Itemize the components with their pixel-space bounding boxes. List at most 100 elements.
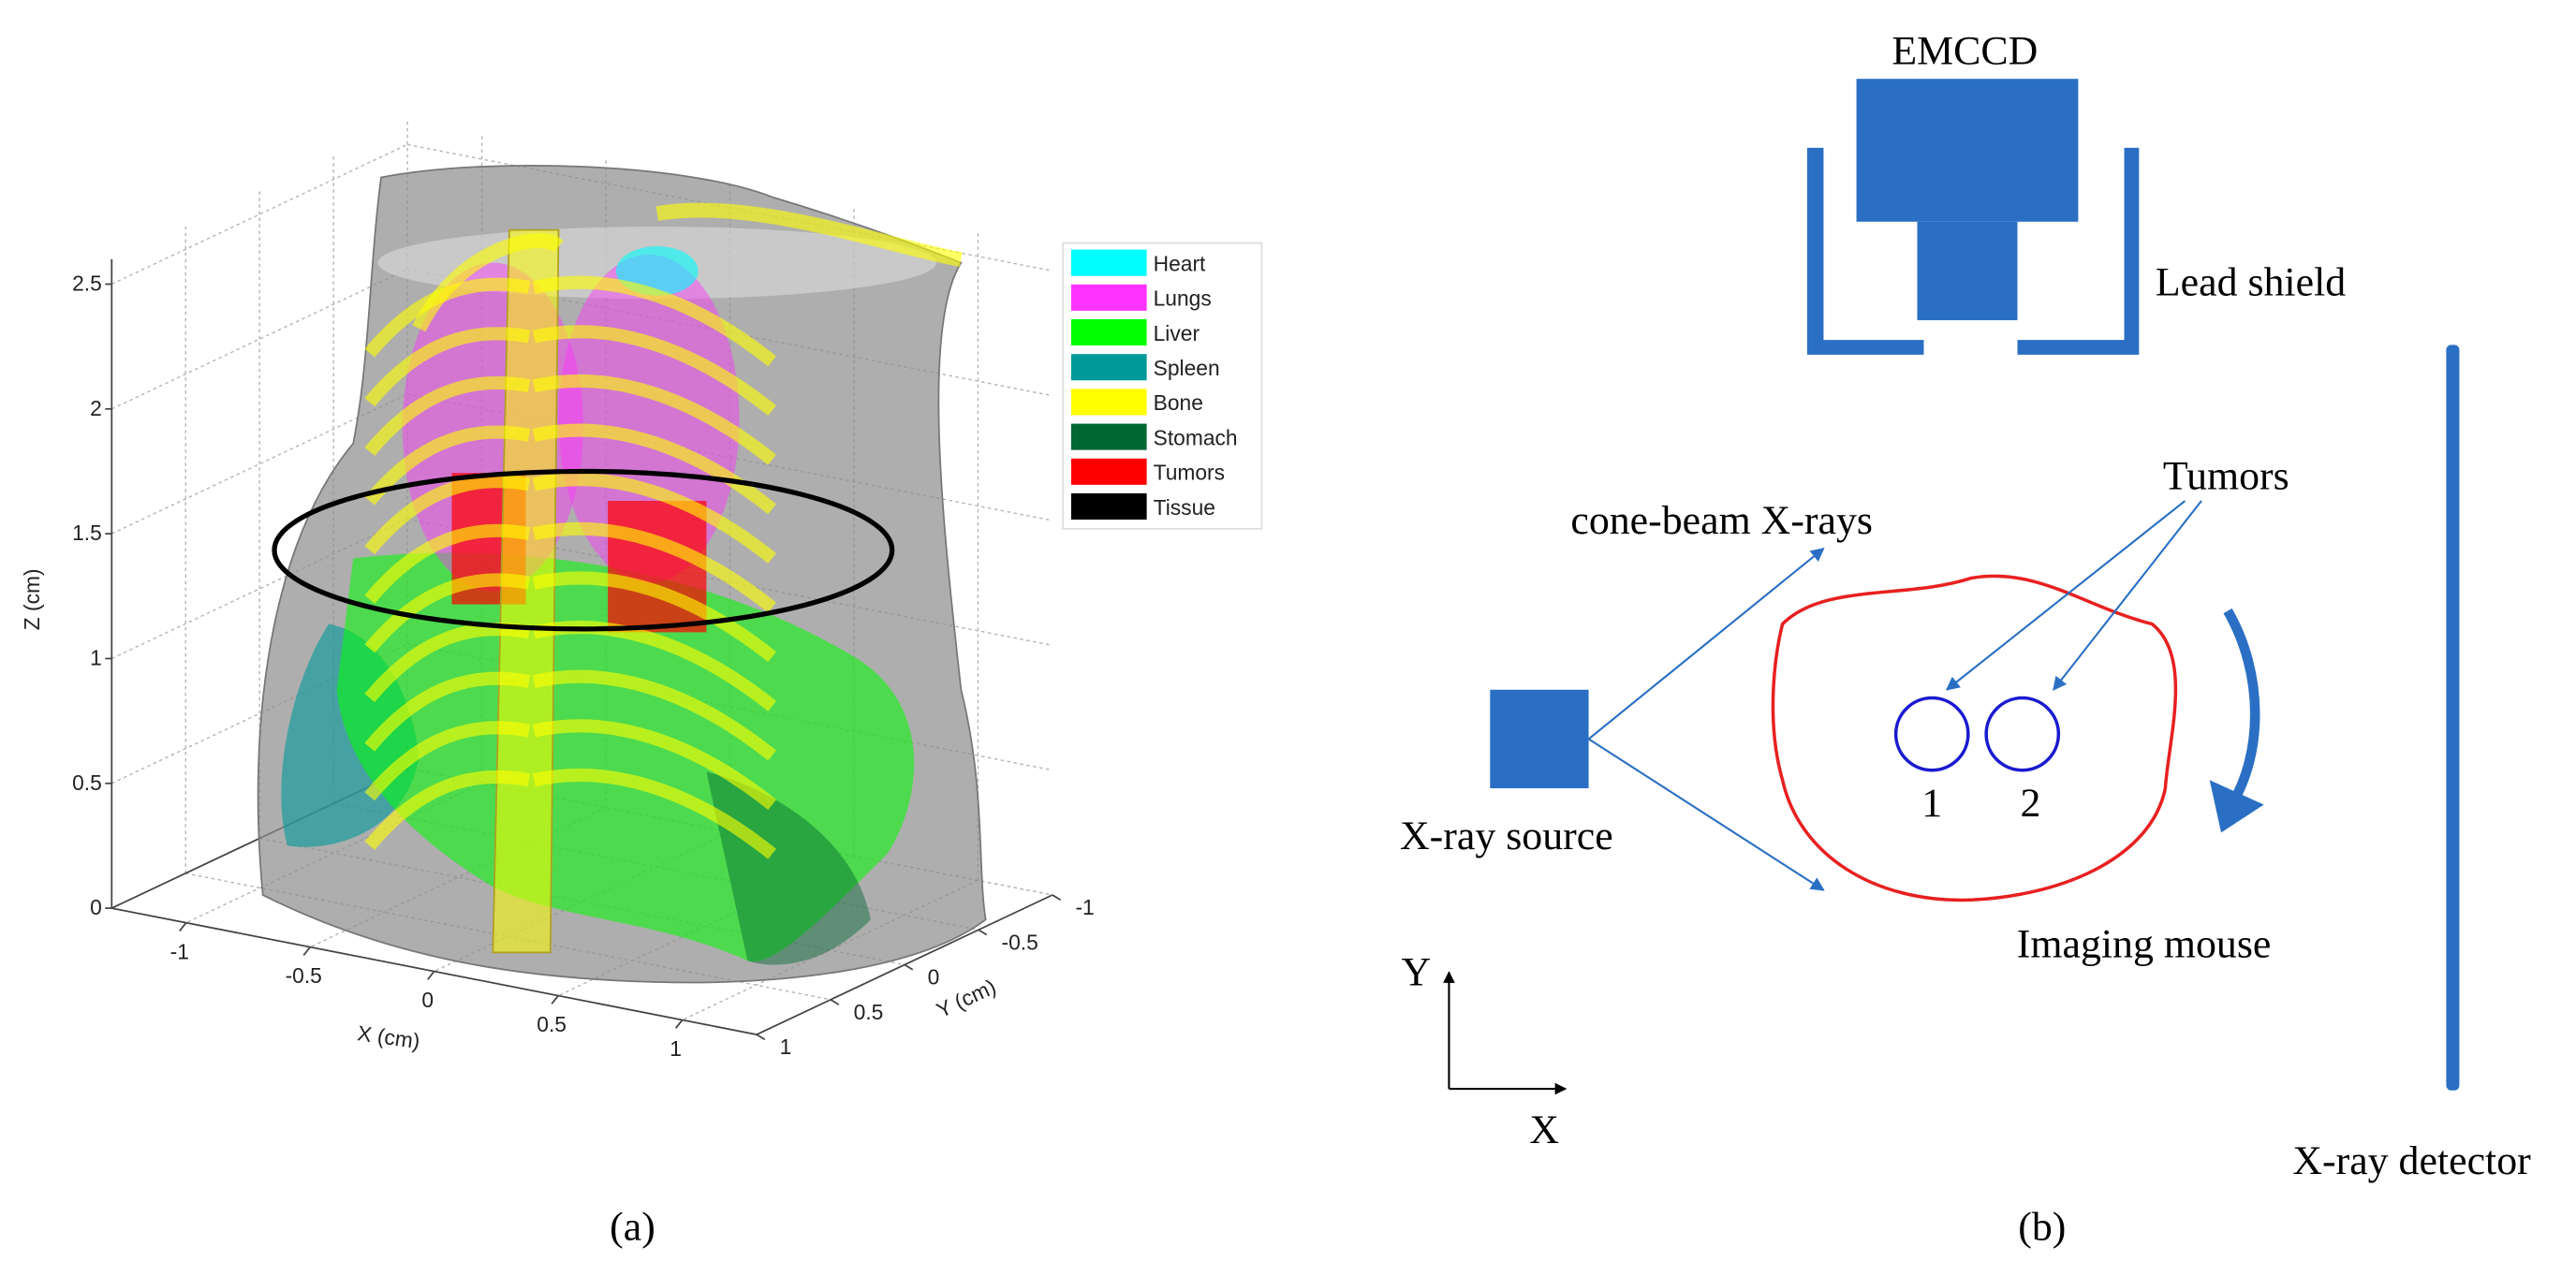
y-tick-label: 0.5 [854,1000,884,1024]
rib [364,425,531,506]
detector [2446,345,2460,1091]
beam-ray [1587,547,1825,741]
rib [364,671,531,752]
grid-line [111,269,408,410]
rib [364,573,531,653]
source-label: X-ray source [1400,814,1613,858]
legend-swatch [1070,492,1147,521]
rib [532,669,776,761]
caption: (b) [2018,1204,2066,1249]
tick-mark [830,999,840,1005]
legend-swatch [1070,423,1147,450]
rib [532,769,776,859]
legend-label: Bone [1154,390,1203,415]
beam-label: cone-beam X-rays [1570,498,1873,543]
x-tick-label: 0 [421,988,434,1012]
clavicle [412,202,963,332]
y-tick-label: 0 [928,965,940,990]
legend-label: Liver [1154,321,1200,345]
z-tick-label: 2 [90,396,102,420]
shield-label: Lead shield [2156,260,2346,305]
detector-label: X-ray detector [2292,1138,2531,1183]
rib [532,374,776,465]
tick-mark [674,1019,684,1029]
axis-label: X [1529,1107,1559,1152]
z-tick-label: 2.5 [72,271,102,296]
rib [532,521,776,613]
rib [364,623,531,703]
rib [532,719,776,811]
tick-mark [427,971,435,980]
rotation-arrow [2223,608,2260,811]
rib [532,325,776,417]
tumor-circle [1984,696,2061,772]
z-tick-label: 1 [90,645,102,669]
tick-mark [756,1034,766,1041]
rib [364,327,531,407]
z-tick-label: 1.5 [72,521,102,545]
legend-label: Tumors [1154,461,1225,485]
x-tick-label: -1 [170,939,189,963]
tick-mark [302,946,311,956]
rotation-arrowhead [2209,780,2264,833]
legend-label: Tissue [1154,495,1215,520]
beam-ray [1587,738,1825,891]
tick-mark [978,929,988,936]
camera-label: EMCCD [1892,28,2038,73]
y-tick-label: -0.5 [1002,930,1038,954]
axis-label: Y [1402,950,1432,995]
tumor-id: 1 [1921,781,1942,826]
y-axis-label: Y (cm) [933,974,999,1022]
rib [532,473,776,564]
x-tick-label: 1 [670,1036,682,1061]
tick-mark [904,963,914,971]
xray-source [1490,689,1589,789]
rib [532,275,776,367]
tick-mark [1052,894,1062,902]
mouse-outline [1771,574,2178,902]
y-tick-label: 1 [780,1034,792,1059]
camera-body [1856,79,2079,222]
stomach [706,771,871,965]
legend-swatch [1070,284,1147,311]
slice-ring [272,468,895,632]
z-tick-label: 0.5 [72,770,102,795]
rib [532,571,776,663]
rib [364,770,531,850]
tick-mark [551,995,559,1005]
x-tick-label: -0.5 [286,963,322,988]
legend-label: Stomach [1154,425,1238,449]
z-tick-label: 0 [90,895,102,919]
x-axis-line [111,907,758,1035]
legend-label: Heart [1154,251,1206,275]
pointer [2053,500,2202,691]
legend-label: Lungs [1154,286,1212,311]
pointer [1945,500,2186,691]
legend-label: Spleen [1154,356,1220,380]
rib [364,523,531,604]
rib [532,423,776,515]
tumors-label: Tumors [2163,454,2289,499]
legend-swatch [1070,389,1147,416]
legend-swatch [1070,249,1147,276]
camera-lens [1917,221,2018,321]
tumor-circle [1893,696,1970,772]
legend-swatch [1070,458,1147,485]
rib [364,721,531,801]
x-tick-label: 0.5 [537,1012,567,1036]
rib [364,375,531,456]
rib [364,475,531,555]
y-tick-label: -1 [1075,895,1094,919]
mouse-label: Imaging mouse [2017,922,2272,967]
z-axis-label: Z (cm) [20,568,44,630]
legend-swatch [1070,354,1147,381]
tumor-id: 2 [2021,781,2041,826]
grid-line [111,143,408,286]
x-axis-label: X (cm) [356,1020,421,1053]
caption: (a) [610,1204,655,1249]
tick-mark [179,922,187,931]
legend-swatch [1070,319,1147,346]
